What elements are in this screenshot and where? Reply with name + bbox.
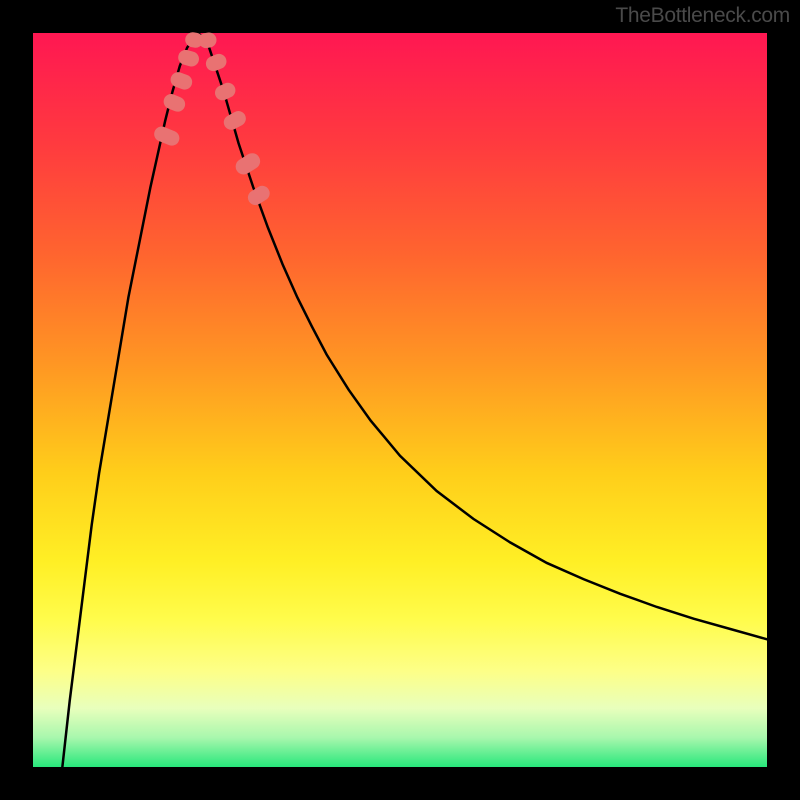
watermark-text: TheBottleneck.com (615, 4, 790, 28)
gradient-background (33, 33, 767, 767)
